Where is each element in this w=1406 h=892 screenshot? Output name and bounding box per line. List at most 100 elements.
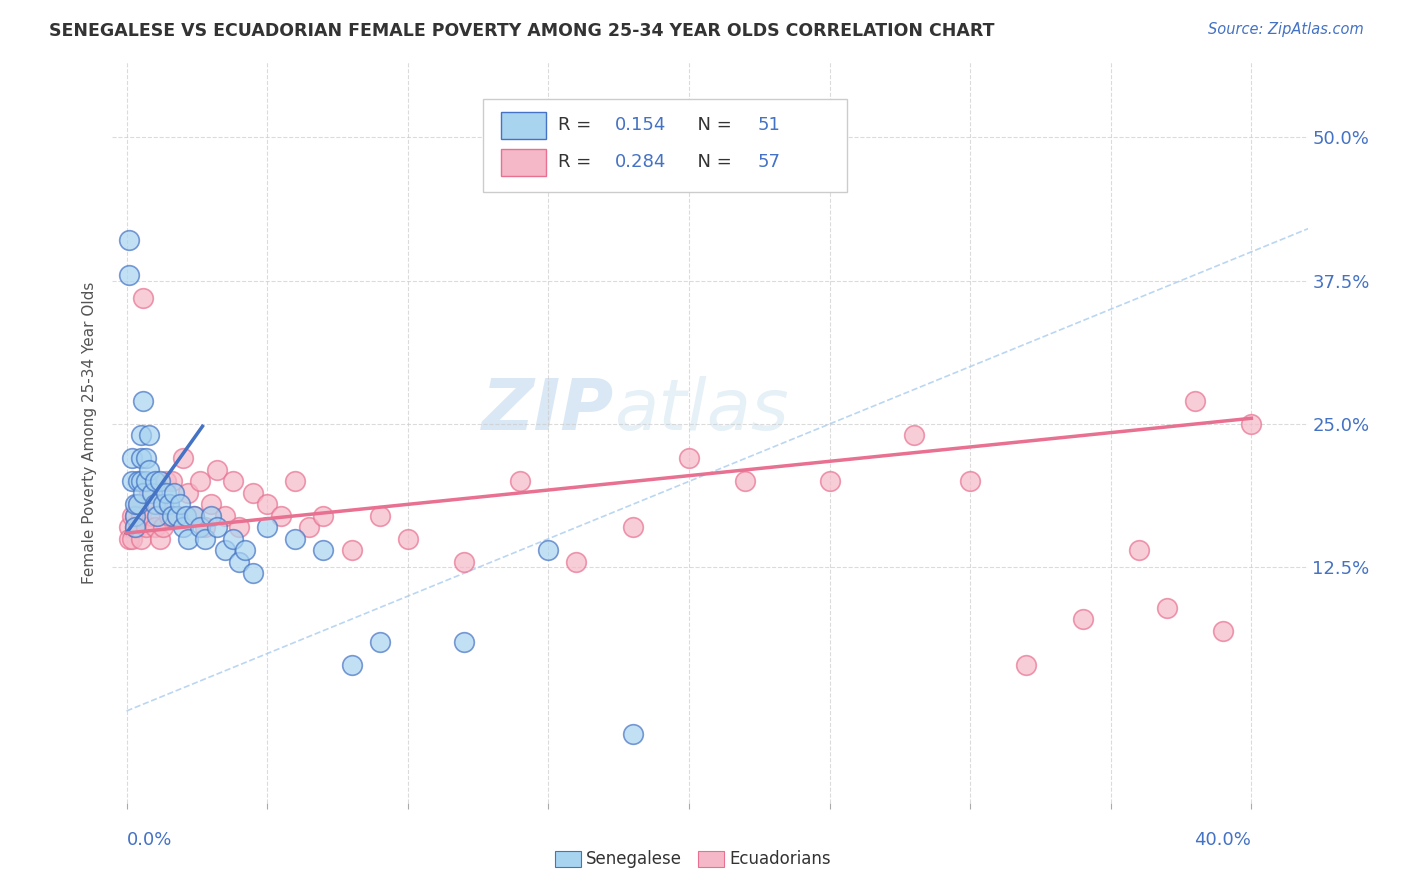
Point (135, 475, 157, 489)
Point (118, 520, 141, 534)
Point (368, 635, 391, 649)
Point (124, 520, 146, 534)
Point (188, 520, 211, 534)
Text: N =: N = (686, 153, 738, 171)
Point (205, 463, 228, 477)
Point (200, 508, 222, 523)
Point (160, 475, 183, 489)
Point (233, 543, 256, 558)
Point (124, 520, 146, 534)
Bar (501, 149, 547, 176)
Text: atlas: atlas (614, 376, 789, 445)
Point (152, 497, 174, 511)
Text: ZIP: ZIP (482, 376, 614, 445)
Point (118, 233, 141, 247)
Text: 51: 51 (758, 116, 780, 135)
Point (127, 497, 149, 511)
Text: Ecuadorians: Ecuadorians (730, 850, 831, 868)
Point (172, 451, 194, 466)
Text: 0.154: 0.154 (614, 116, 666, 135)
Point (129, 428, 152, 442)
Point (135, 520, 157, 534)
Point (143, 497, 166, 511)
Point (129, 532, 152, 546)
Point (177, 532, 200, 546)
Point (284, 475, 307, 489)
Text: N =: N = (686, 116, 738, 135)
Point (143, 475, 166, 489)
Point (1071, 612, 1094, 626)
Point (959, 475, 981, 489)
Point (121, 451, 143, 466)
Text: Senegalese: Senegalese (586, 850, 682, 868)
Point (174, 508, 197, 523)
Point (188, 475, 211, 489)
Point (127, 497, 149, 511)
Point (163, 486, 186, 500)
Point (138, 486, 160, 500)
Point (214, 508, 236, 523)
Bar (501, 112, 547, 138)
Point (138, 428, 160, 442)
Text: R =: R = (558, 116, 598, 135)
Point (734, 475, 756, 489)
Point (124, 508, 146, 523)
Point (141, 508, 163, 523)
Bar (554, 851, 581, 867)
Text: 0.284: 0.284 (614, 153, 666, 171)
Point (242, 566, 264, 581)
Text: 57: 57 (758, 153, 780, 171)
Point (537, 543, 560, 558)
Point (138, 463, 160, 477)
Point (205, 520, 228, 534)
Point (169, 497, 191, 511)
Text: Source: ZipAtlas.com: Source: ZipAtlas.com (1208, 22, 1364, 37)
Point (242, 486, 264, 500)
Point (121, 532, 143, 546)
Point (818, 475, 841, 489)
Point (129, 508, 152, 523)
Point (177, 486, 200, 500)
Point (194, 532, 217, 546)
Point (678, 451, 700, 466)
Point (183, 508, 205, 523)
Point (149, 475, 172, 489)
Point (368, 508, 391, 523)
Point (166, 508, 188, 523)
Point (222, 532, 245, 546)
Point (284, 532, 307, 546)
Point (146, 508, 169, 523)
Point (214, 543, 236, 558)
Point (1015, 658, 1038, 673)
Point (453, 555, 475, 569)
Point (118, 268, 141, 282)
Text: R =: R = (558, 153, 598, 171)
Point (1184, 394, 1206, 409)
Point (121, 508, 143, 523)
Point (127, 475, 149, 489)
Point (132, 291, 155, 305)
Point (143, 520, 166, 534)
Point (256, 497, 278, 511)
Point (132, 394, 155, 409)
Y-axis label: Female Poverty Among 25-34 Year Olds: Female Poverty Among 25-34 Year Olds (82, 282, 97, 583)
Point (132, 486, 155, 500)
Point (1212, 624, 1234, 638)
Bar (699, 851, 724, 867)
Point (340, 658, 363, 673)
Point (222, 475, 245, 489)
Text: SENEGALESE VS ECUADORIAN FEMALE POVERTY AMONG 25-34 YEAR OLDS CORRELATION CHART: SENEGALESE VS ECUADORIAN FEMALE POVERTY … (49, 22, 994, 40)
Point (152, 520, 174, 534)
Point (396, 532, 419, 546)
Point (312, 508, 335, 523)
Point (160, 508, 183, 523)
Point (340, 543, 363, 558)
Text: 40.0%: 40.0% (1195, 831, 1251, 849)
Text: 0.0%: 0.0% (127, 831, 172, 849)
Point (621, 727, 644, 741)
Point (903, 428, 925, 442)
Point (1240, 417, 1263, 431)
Point (298, 520, 321, 534)
Point (453, 635, 475, 649)
Point (270, 508, 292, 523)
